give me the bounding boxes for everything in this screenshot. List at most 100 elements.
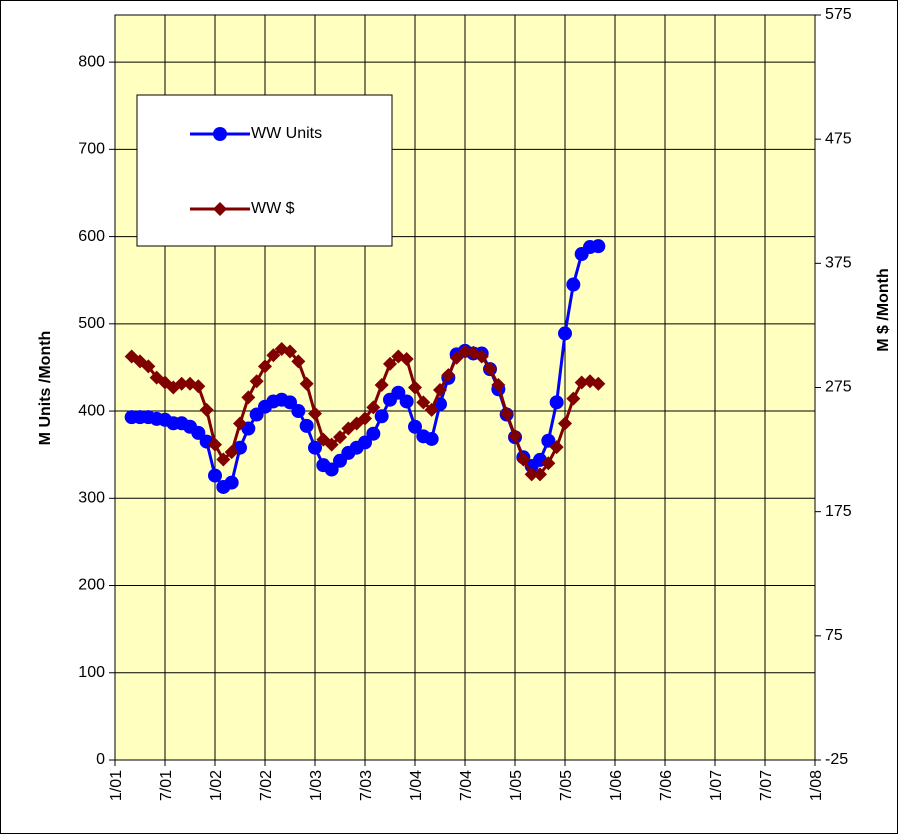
marker — [483, 361, 497, 376]
marker — [141, 359, 156, 374]
marker — [549, 395, 564, 410]
marker — [208, 468, 222, 483]
y2-tick-label: 175 — [825, 503, 852, 520]
marker — [449, 350, 464, 365]
marker — [424, 431, 439, 446]
marker — [174, 376, 189, 391]
y-tick-label: 200 — [78, 577, 105, 594]
marker — [541, 433, 556, 448]
marker — [424, 402, 439, 417]
marker — [224, 445, 239, 460]
x-tick-label: 1/08 — [808, 770, 825, 801]
marker — [224, 475, 239, 490]
marker — [416, 395, 431, 410]
marker — [199, 402, 214, 417]
marker — [191, 425, 206, 440]
legend: WW Units WW $ — [136, 94, 393, 247]
y2-tick-label: -25 — [825, 751, 848, 768]
marker — [308, 440, 322, 455]
x-tick-label: 1/04 — [408, 770, 425, 801]
y-tick-label: 800 — [78, 53, 105, 70]
legend-label: WW $ — [251, 200, 295, 217]
marker — [283, 395, 297, 410]
marker — [566, 277, 581, 292]
marker — [408, 380, 422, 395]
marker — [216, 452, 231, 467]
marker — [566, 391, 581, 406]
marker — [391, 385, 406, 400]
marker — [399, 351, 414, 366]
y2-tick-label: 575 — [825, 6, 852, 23]
y-tick-label: 500 — [78, 315, 105, 332]
marker — [441, 368, 456, 383]
marker — [491, 378, 506, 393]
marker — [399, 394, 414, 409]
marker — [408, 419, 422, 434]
x-tick-label: 7/06 — [658, 770, 675, 801]
marker — [233, 416, 247, 431]
marker — [358, 411, 372, 426]
marker — [213, 202, 227, 216]
x-tick-label: 1/01 — [108, 770, 125, 801]
marker — [591, 239, 606, 254]
marker — [358, 435, 372, 450]
marker — [299, 418, 314, 433]
marker — [366, 426, 381, 441]
marker — [241, 390, 256, 405]
y-tick-label: 0 — [96, 751, 105, 768]
marker — [474, 349, 489, 364]
x-tick-label: 7/07 — [758, 770, 775, 801]
marker — [374, 378, 389, 393]
marker — [508, 428, 522, 443]
marker — [558, 326, 572, 341]
marker — [374, 409, 389, 424]
marker — [191, 379, 206, 394]
marker — [249, 374, 264, 389]
x-tick-label: 1/06 — [608, 770, 625, 801]
marker — [558, 416, 572, 431]
x-tick-label: 7/03 — [358, 770, 375, 801]
marker — [291, 404, 306, 419]
y2-tick-label: 475 — [825, 130, 852, 147]
marker — [499, 406, 514, 421]
marker — [533, 467, 547, 482]
x-tick-label: 7/04 — [458, 770, 475, 801]
marker — [291, 354, 306, 369]
marker — [366, 400, 381, 415]
x-tick-label: 7/02 — [258, 770, 275, 801]
x-tick-label: 1/07 — [708, 770, 725, 801]
marker — [524, 467, 539, 482]
marker — [266, 348, 281, 363]
marker — [458, 344, 472, 359]
marker — [299, 376, 314, 391]
y2-tick-label: 275 — [825, 379, 852, 396]
marker — [591, 376, 606, 391]
x-tick-label: 1/02 — [208, 770, 225, 801]
marker — [549, 440, 564, 455]
legend-box — [136, 94, 393, 247]
marker — [433, 382, 447, 397]
marker — [308, 406, 322, 421]
marker — [258, 359, 272, 374]
marker — [333, 430, 347, 445]
x-tick-label: 7/05 — [558, 770, 575, 801]
marker — [574, 375, 589, 390]
marker — [541, 456, 556, 471]
x-tick-label: 7/01 — [158, 770, 175, 801]
y-tick-label: 700 — [78, 141, 105, 158]
y-tick-label: 600 — [78, 228, 105, 245]
marker — [324, 462, 339, 477]
x-tick-label: 1/03 — [308, 770, 325, 801]
marker — [283, 344, 297, 359]
x-tick-label: 1/05 — [508, 770, 525, 801]
marker — [213, 127, 227, 141]
marker — [383, 356, 397, 371]
marker — [208, 437, 222, 452]
y2-tick-label: 375 — [825, 255, 852, 272]
legend-label: WW Units — [251, 125, 322, 142]
marker — [516, 452, 531, 467]
y-tick-label: 300 — [78, 490, 105, 507]
marker — [324, 437, 339, 452]
y-axis-label: M Units /Month — [37, 331, 54, 446]
